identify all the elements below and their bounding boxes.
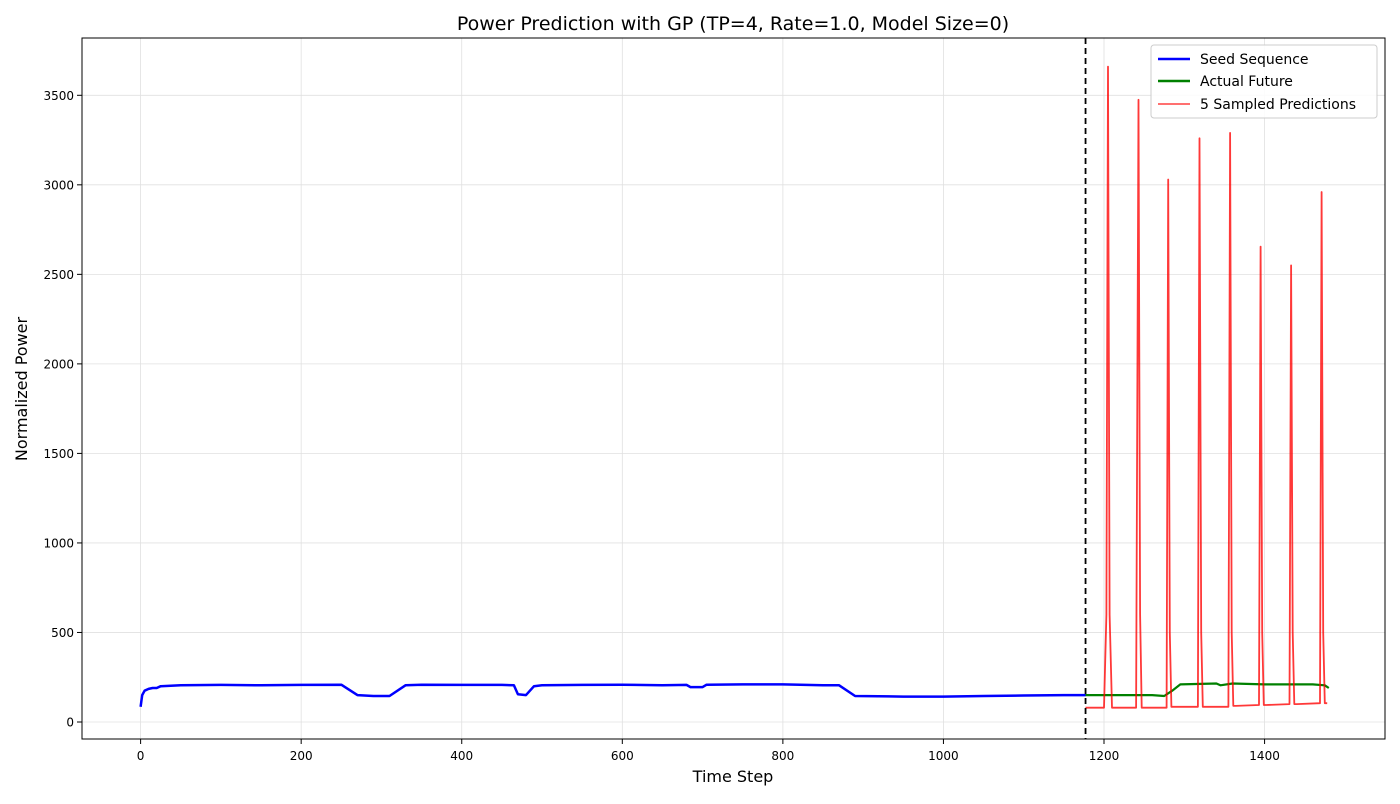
legend-label-actual: Actual Future	[1200, 74, 1293, 90]
x-tick-label: 1400	[1249, 749, 1280, 763]
x-tick-label: 800	[771, 749, 794, 763]
y-tick-label: 1500	[43, 447, 74, 461]
legend-box	[1150, 44, 1378, 119]
y-axis-ticks: 0 500 1000 1500 2000 2500 3000 3500	[43, 89, 82, 729]
grid-lines	[82, 38, 1385, 739]
legend: Seed Sequence Actual Future 5 Sampled Pr…	[1150, 44, 1378, 119]
chart-title: Power Prediction with GP (TP=4, Rate=1.0…	[457, 13, 1009, 35]
y-tick-label: 0	[66, 715, 74, 729]
x-axis-label: Time Step	[692, 767, 774, 786]
series-lines	[139, 65, 1330, 709]
y-tick-label: 3000	[43, 178, 74, 192]
actual-future-line	[1085, 682, 1330, 698]
x-tick-label: 200	[290, 749, 313, 763]
plot-frame	[81, 37, 1386, 740]
y-tick-label: 500	[51, 626, 74, 640]
y-axis-label: Normalized Power	[12, 316, 31, 461]
seed-sequence-line	[139, 683, 1086, 707]
x-tick-label: 400	[450, 749, 473, 763]
x-tick-label: 600	[611, 749, 634, 763]
x-tick-label: 1000	[928, 749, 959, 763]
x-axis-ticks: 0 200 400 600 800 1000 1200 1400	[137, 739, 1280, 763]
y-tick-label: 3500	[43, 89, 74, 103]
x-tick-label: 0	[137, 749, 145, 763]
legend-label-predictions: 5 Sampled Predictions	[1200, 97, 1356, 113]
y-tick-label: 2000	[43, 357, 74, 371]
x-tick-label: 1200	[1089, 749, 1120, 763]
y-tick-label: 1000	[43, 536, 74, 550]
y-tick-label: 2500	[43, 268, 74, 282]
sampled-predictions-line	[1085, 65, 1328, 709]
legend-label-seed: Seed Sequence	[1200, 52, 1309, 68]
